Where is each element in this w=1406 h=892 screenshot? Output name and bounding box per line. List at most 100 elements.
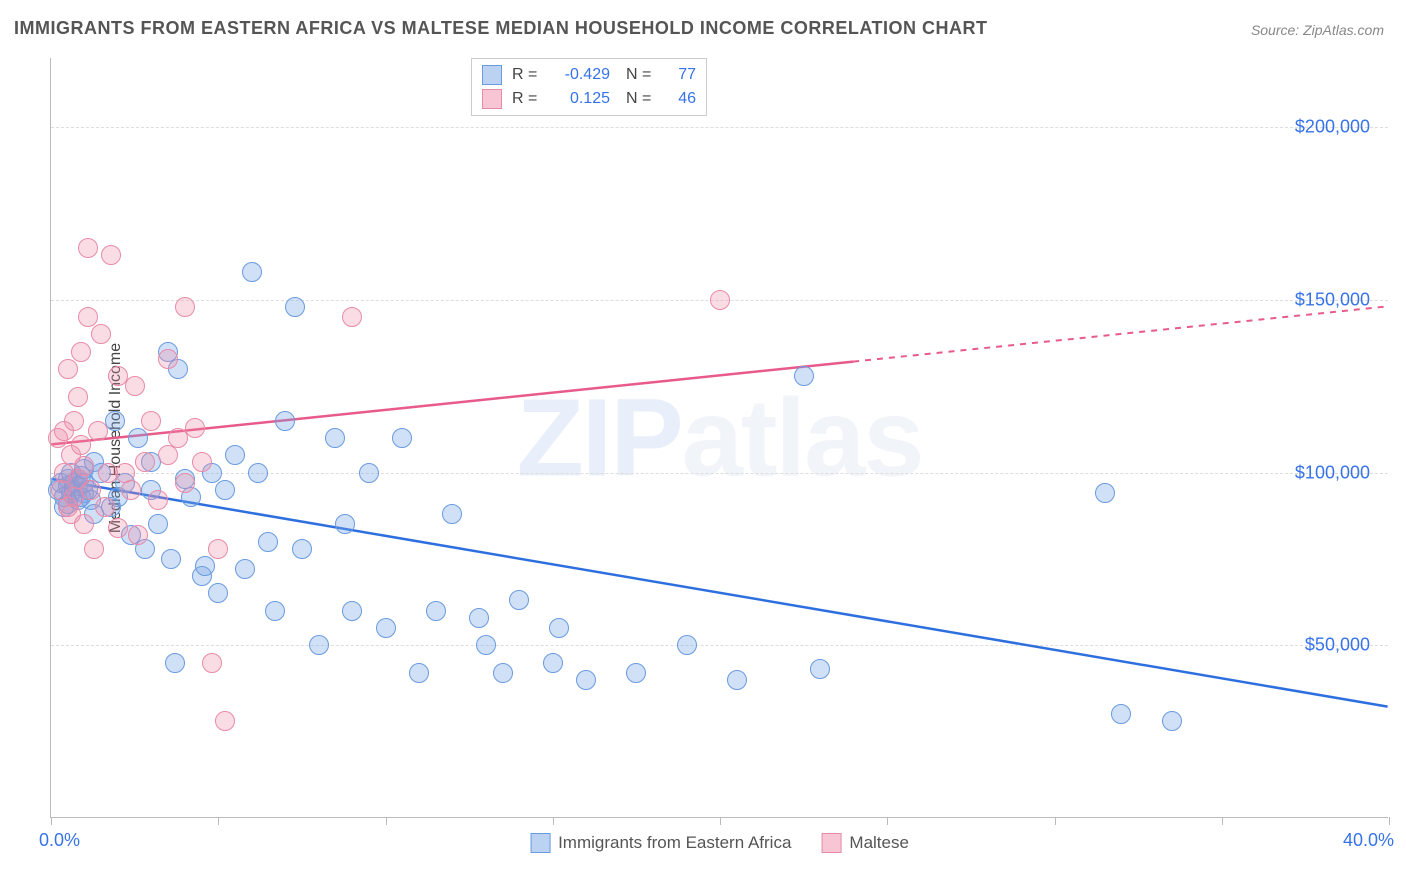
n-value-b: 46 — [664, 90, 696, 108]
point-series-b — [135, 452, 155, 472]
point-series-a — [148, 514, 168, 534]
legend-item-a: Immigrants from Eastern Africa — [530, 833, 791, 853]
point-series-a — [292, 539, 312, 559]
point-series-b — [141, 411, 161, 431]
point-series-a — [426, 601, 446, 621]
point-series-a — [242, 262, 262, 282]
point-series-b — [64, 411, 84, 431]
point-series-a — [469, 608, 489, 628]
point-series-a — [493, 663, 513, 683]
r-value-a: -0.429 — [550, 66, 610, 84]
point-series-a — [265, 601, 285, 621]
point-series-b — [71, 342, 91, 362]
point-series-a — [727, 670, 747, 690]
legend-swatch-a — [530, 833, 550, 853]
point-series-a — [235, 559, 255, 579]
x-tick — [386, 817, 387, 825]
point-series-b — [215, 711, 235, 731]
point-series-a — [677, 635, 697, 655]
point-series-a — [392, 428, 412, 448]
point-series-b — [88, 421, 108, 441]
y-tick-label: $150,000 — [1295, 289, 1370, 310]
bottom-legend: Immigrants from Eastern Africa Maltese — [530, 833, 909, 853]
point-series-a — [442, 504, 462, 524]
y-tick-label: $200,000 — [1295, 117, 1370, 138]
point-series-b — [74, 514, 94, 534]
point-series-b — [342, 307, 362, 327]
point-series-a — [165, 653, 185, 673]
chart-plot-area: ZIPatlas Median Household Income $50,000… — [50, 58, 1388, 818]
point-series-b — [71, 435, 91, 455]
point-series-b — [125, 376, 145, 396]
point-series-b — [84, 539, 104, 559]
point-series-b — [175, 297, 195, 317]
legend-label-a: Immigrants from Eastern Africa — [558, 833, 791, 853]
point-series-a — [105, 411, 125, 431]
x-tick — [51, 817, 52, 825]
chart-title: IMMIGRANTS FROM EASTERN AFRICA VS MALTES… — [14, 18, 987, 39]
legend-item-b: Maltese — [821, 833, 909, 853]
point-series-b — [91, 324, 111, 344]
point-series-a — [275, 411, 295, 431]
correlation-stats-box: R = -0.429 N = 77 R = 0.125 N = 46 — [471, 58, 707, 116]
point-series-a — [208, 583, 228, 603]
r-value-b: 0.125 — [550, 90, 610, 108]
gridline — [51, 645, 1388, 646]
point-series-a — [195, 556, 215, 576]
point-series-b — [158, 349, 178, 369]
x-tick — [1055, 817, 1056, 825]
point-series-a — [509, 590, 529, 610]
point-series-b — [68, 387, 88, 407]
point-series-b — [74, 456, 94, 476]
point-series-b — [101, 245, 121, 265]
legend-swatch-b — [821, 833, 841, 853]
point-series-a — [225, 445, 245, 465]
gridline — [51, 127, 1388, 128]
point-series-a — [376, 618, 396, 638]
x-tick — [1222, 817, 1223, 825]
legend-label-b: Maltese — [849, 833, 909, 853]
point-series-a — [810, 659, 830, 679]
swatch-series-b — [482, 89, 502, 109]
point-series-b — [175, 473, 195, 493]
trend-lines — [51, 58, 1388, 817]
source-attribution: Source: ZipAtlas.com — [1251, 22, 1384, 38]
swatch-series-a — [482, 65, 502, 85]
point-series-a — [325, 428, 345, 448]
stats-row-series-a: R = -0.429 N = 77 — [482, 63, 696, 87]
n-value-a: 77 — [664, 66, 696, 84]
point-series-a — [248, 463, 268, 483]
point-series-b — [202, 653, 222, 673]
y-tick-label: $50,000 — [1305, 635, 1370, 656]
point-series-b — [128, 525, 148, 545]
point-series-a — [1111, 704, 1131, 724]
y-tick-label: $100,000 — [1295, 462, 1370, 483]
stats-row-series-b: R = 0.125 N = 46 — [482, 87, 696, 111]
x-tick — [1389, 817, 1390, 825]
watermark: ZIPatlas — [517, 374, 923, 501]
trend-line-dashed — [853, 306, 1387, 361]
point-series-b — [208, 539, 228, 559]
point-series-a — [342, 601, 362, 621]
point-series-b — [185, 418, 205, 438]
point-series-a — [1095, 483, 1115, 503]
point-series-b — [121, 480, 141, 500]
point-series-a — [258, 532, 278, 552]
point-series-a — [1162, 711, 1182, 731]
point-series-a — [285, 297, 305, 317]
point-series-b — [95, 497, 115, 517]
x-tick — [720, 817, 721, 825]
point-series-b — [710, 290, 730, 310]
point-series-a — [359, 463, 379, 483]
point-series-b — [108, 518, 128, 538]
point-series-b — [78, 307, 98, 327]
point-series-b — [78, 238, 98, 258]
point-series-a — [794, 366, 814, 386]
point-series-a — [543, 653, 563, 673]
x-axis-min-label: 0.0% — [39, 830, 80, 851]
point-series-b — [58, 359, 78, 379]
x-axis-max-label: 40.0% — [1343, 830, 1394, 851]
point-series-a — [335, 514, 355, 534]
point-series-a — [549, 618, 569, 638]
point-series-a — [215, 480, 235, 500]
